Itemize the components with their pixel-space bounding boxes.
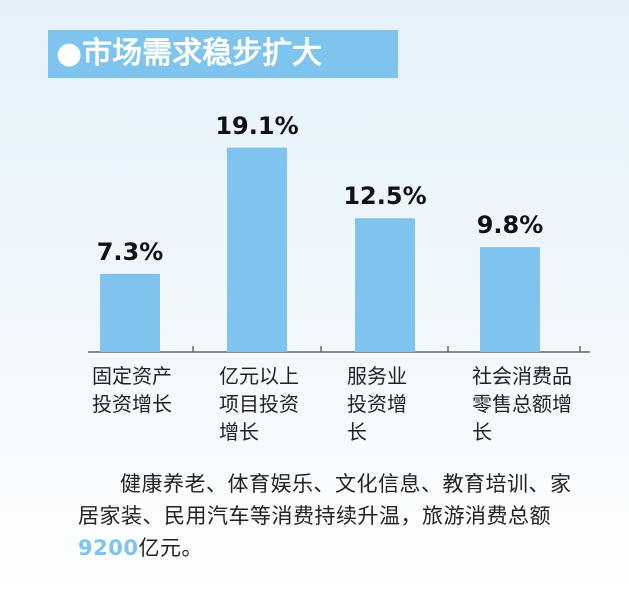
paragraph-text: 健康养老、体育娱乐、文化信息、教育培训、家居家装、民用汽车等消费持续升温，旅游消… (78, 472, 572, 528)
chart-title: ●市场需求稳步扩大 (48, 30, 398, 78)
value-label: 19.1% (215, 111, 299, 140)
value-label: 7.3% (96, 237, 164, 266)
category-label: 社会消费品零售总额增长 (472, 364, 572, 444)
value-label: 12.5% (343, 182, 427, 211)
bar (100, 273, 160, 352)
category-label: 固定资产投资增长 (92, 364, 172, 416)
category-label: 亿元以上项目投资增长 (219, 364, 299, 444)
paragraph: 健康养老、体育娱乐、文化信息、教育培训、家居家装、民用汽车等消费持续升温，旅游消… (78, 468, 578, 564)
highlight-number: 9200 (78, 536, 139, 560)
bar (227, 147, 287, 352)
category-label: 服务业投资增长 (347, 364, 407, 444)
value-label: 9.8% (476, 211, 544, 240)
paragraph-text: 亿元。 (138, 536, 203, 560)
bar (480, 247, 540, 352)
bar (355, 218, 415, 352)
